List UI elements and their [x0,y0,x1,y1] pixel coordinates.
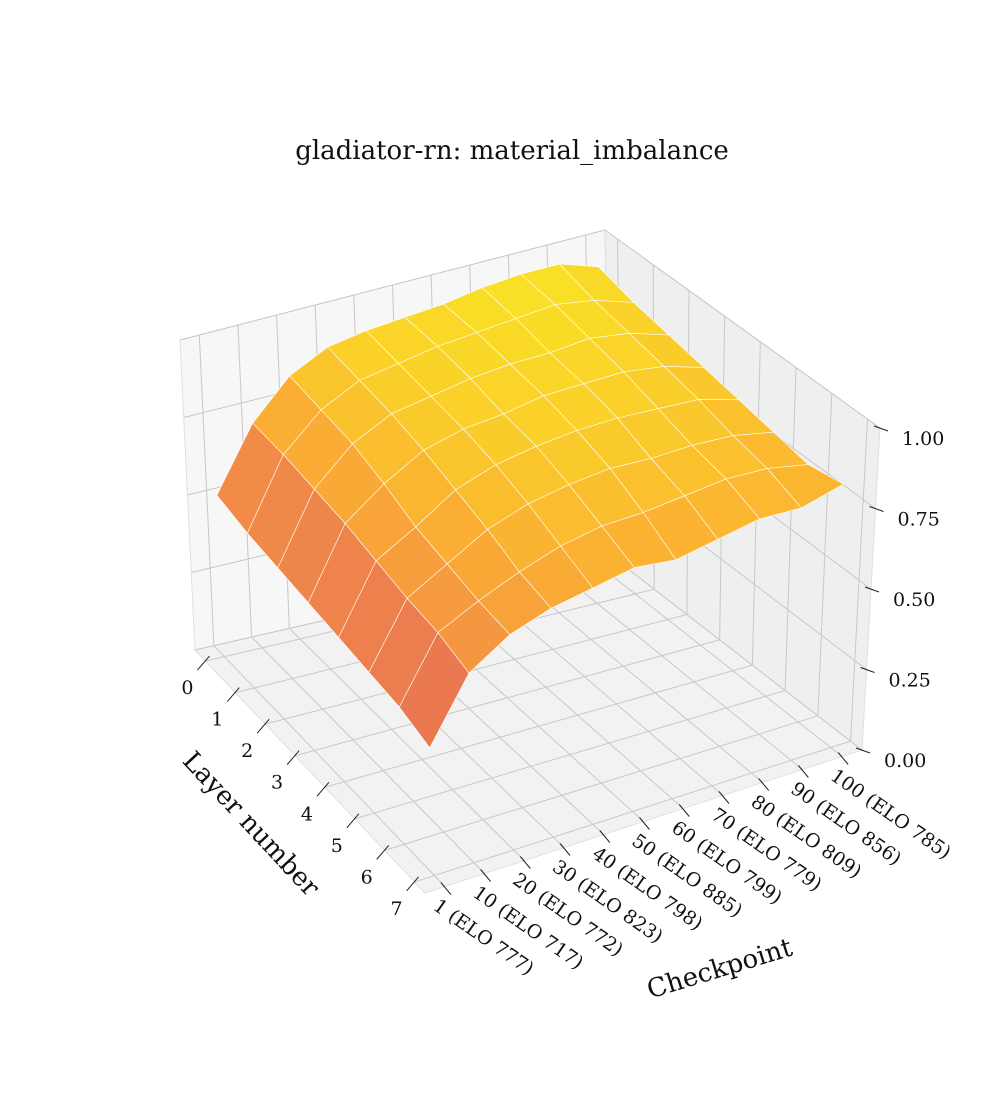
z-tick [855,747,871,754]
x-tick [316,781,330,797]
z-tick-label: 0.75 [898,509,940,531]
x-tick-label: 1 [211,709,223,731]
z-tick-label: 0.25 [889,670,931,692]
x-tick [256,718,270,734]
x-tick-label: 0 [181,677,193,699]
surface-patch [398,632,470,749]
x-tick [406,876,419,892]
y-grid-line [251,636,485,874]
x-tick-label: 7 [390,898,402,920]
x-tick [197,655,210,671]
x-tick [286,750,300,766]
x-tick-label: 4 [301,803,313,825]
y-tick [480,869,491,882]
y-grid-line [288,628,525,861]
x-tick [376,845,390,860]
z-tick [860,667,875,673]
x-tick [346,813,360,829]
x-tick-label: 2 [241,740,253,762]
y-tick [639,817,650,830]
y-grid-line [590,558,843,757]
y-tick [678,804,690,817]
y-grid-line [213,645,446,887]
y-tick [758,778,770,791]
z-grid-line [609,554,863,751]
z-tick [869,506,884,512]
y-grid-line [515,576,764,783]
y-tick [599,830,611,843]
y-tick [559,843,571,856]
x-tick-label: 3 [271,772,283,794]
y-tick [440,882,452,895]
y-grid-line [553,567,803,770]
x-tick [226,687,240,702]
y-tick [837,752,849,765]
x-tick-label: 5 [331,835,343,857]
x-grid-line [784,367,797,691]
z-tick-label: 0.50 [893,589,935,611]
z-tick [864,586,880,593]
x-grid-line [850,418,868,742]
y-tick [718,791,730,804]
y-grid-line [198,334,215,646]
chart-title: gladiator-rn: material_imbalance [295,136,729,166]
y-tick [798,765,809,778]
y-tick [519,856,531,869]
z-grid-line [604,229,881,429]
z-tick [873,425,889,432]
z-tick-label: 1.00 [902,428,944,450]
z-tick-label: 0.00 [884,750,926,772]
x-grid-line [817,393,833,716]
y-axis-title: Checkpoint [644,933,797,1006]
x-tick-label: 6 [361,866,373,888]
